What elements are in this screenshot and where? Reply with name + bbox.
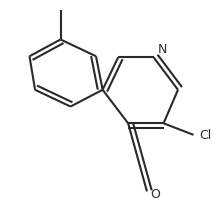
Text: Cl: Cl <box>199 129 211 142</box>
Text: N: N <box>158 43 167 57</box>
Text: O: O <box>150 188 160 201</box>
